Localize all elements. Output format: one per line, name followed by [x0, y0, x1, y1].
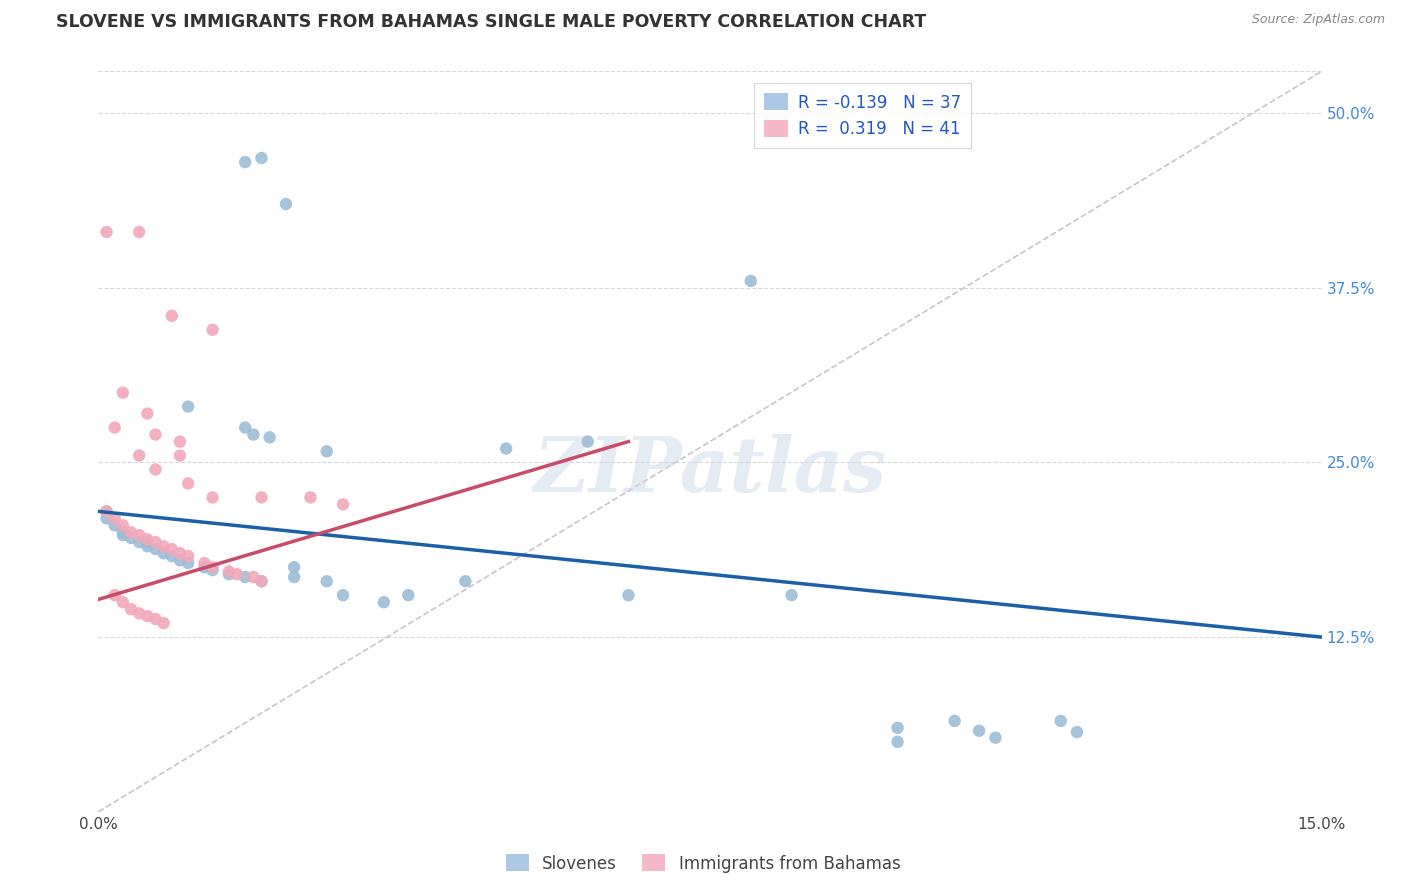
Point [193, 560, 215, 574]
Point [169, 553, 191, 567]
Point [332, 497, 354, 511]
Point [226, 567, 249, 582]
Point [250, 491, 273, 505]
Point [111, 528, 134, 542]
Point [299, 491, 322, 505]
Point [160, 542, 183, 557]
Point [145, 427, 167, 442]
Point [152, 546, 174, 560]
Point [274, 197, 297, 211]
Point [169, 546, 191, 560]
Point [201, 323, 224, 337]
Point [943, 714, 966, 728]
Point [454, 574, 477, 589]
Point [617, 588, 640, 602]
Point [984, 731, 1007, 745]
Point [128, 225, 150, 239]
Text: SLOVENE VS IMMIGRANTS FROM BAHAMAS SINGLE MALE POVERTY CORRELATION CHART: SLOVENE VS IMMIGRANTS FROM BAHAMAS SINGL… [56, 13, 927, 31]
Point [218, 567, 240, 582]
Point [218, 565, 240, 579]
Point [136, 533, 159, 547]
Point [96, 504, 118, 518]
Point [1049, 714, 1071, 728]
Point [315, 574, 337, 589]
Legend: Slovenes, Immigrants from Bahamas: Slovenes, Immigrants from Bahamas [499, 847, 907, 880]
Point [128, 449, 150, 463]
Point [233, 570, 256, 584]
Point [169, 434, 191, 449]
Point [201, 491, 224, 505]
Point [242, 570, 264, 584]
Text: Source: ZipAtlas.com: Source: ZipAtlas.com [1251, 13, 1385, 27]
Point [495, 442, 517, 456]
Point [193, 556, 215, 570]
Point [111, 525, 134, 540]
Point [250, 151, 273, 165]
Point [152, 539, 174, 553]
Point [283, 560, 305, 574]
Point [250, 574, 273, 589]
Point [886, 735, 908, 749]
Point [780, 588, 803, 602]
Point [128, 528, 150, 542]
Point [120, 531, 142, 545]
Point [332, 588, 354, 602]
Point [96, 511, 118, 525]
Point [315, 444, 337, 458]
Point [104, 511, 127, 525]
Point [111, 518, 134, 533]
Point [201, 563, 224, 577]
Point [886, 721, 908, 735]
Point [1066, 725, 1088, 739]
Point [373, 595, 395, 609]
Point [136, 539, 159, 553]
Point [96, 225, 118, 239]
Point [104, 420, 127, 434]
Point [177, 549, 200, 563]
Point [233, 420, 256, 434]
Point [120, 525, 142, 540]
Point [576, 434, 599, 449]
Point [233, 155, 256, 169]
Text: ZIPatlas: ZIPatlas [533, 434, 887, 508]
Point [104, 588, 127, 602]
Point [396, 588, 419, 602]
Point [120, 602, 142, 616]
Point [201, 560, 224, 574]
Point [96, 504, 118, 518]
Point [250, 574, 273, 589]
Point [967, 723, 990, 738]
Point [160, 309, 183, 323]
Point [169, 449, 191, 463]
Point [145, 462, 167, 476]
Point [242, 427, 264, 442]
Point [177, 400, 200, 414]
Legend: R = -0.139   N = 37, R =  0.319   N = 41: R = -0.139 N = 37, R = 0.319 N = 41 [755, 83, 970, 148]
Point [259, 430, 281, 444]
Point [283, 570, 305, 584]
Point [111, 595, 134, 609]
Point [152, 616, 174, 631]
Point [136, 535, 159, 549]
Point [104, 518, 127, 533]
Point [145, 612, 167, 626]
Point [145, 535, 167, 549]
Point [177, 476, 200, 491]
Point [177, 556, 200, 570]
Point [740, 274, 762, 288]
Point [160, 549, 183, 563]
Point [136, 407, 159, 421]
Point [128, 535, 150, 549]
Point [136, 609, 159, 624]
Point [111, 385, 134, 400]
Point [145, 542, 167, 557]
Point [128, 607, 150, 621]
